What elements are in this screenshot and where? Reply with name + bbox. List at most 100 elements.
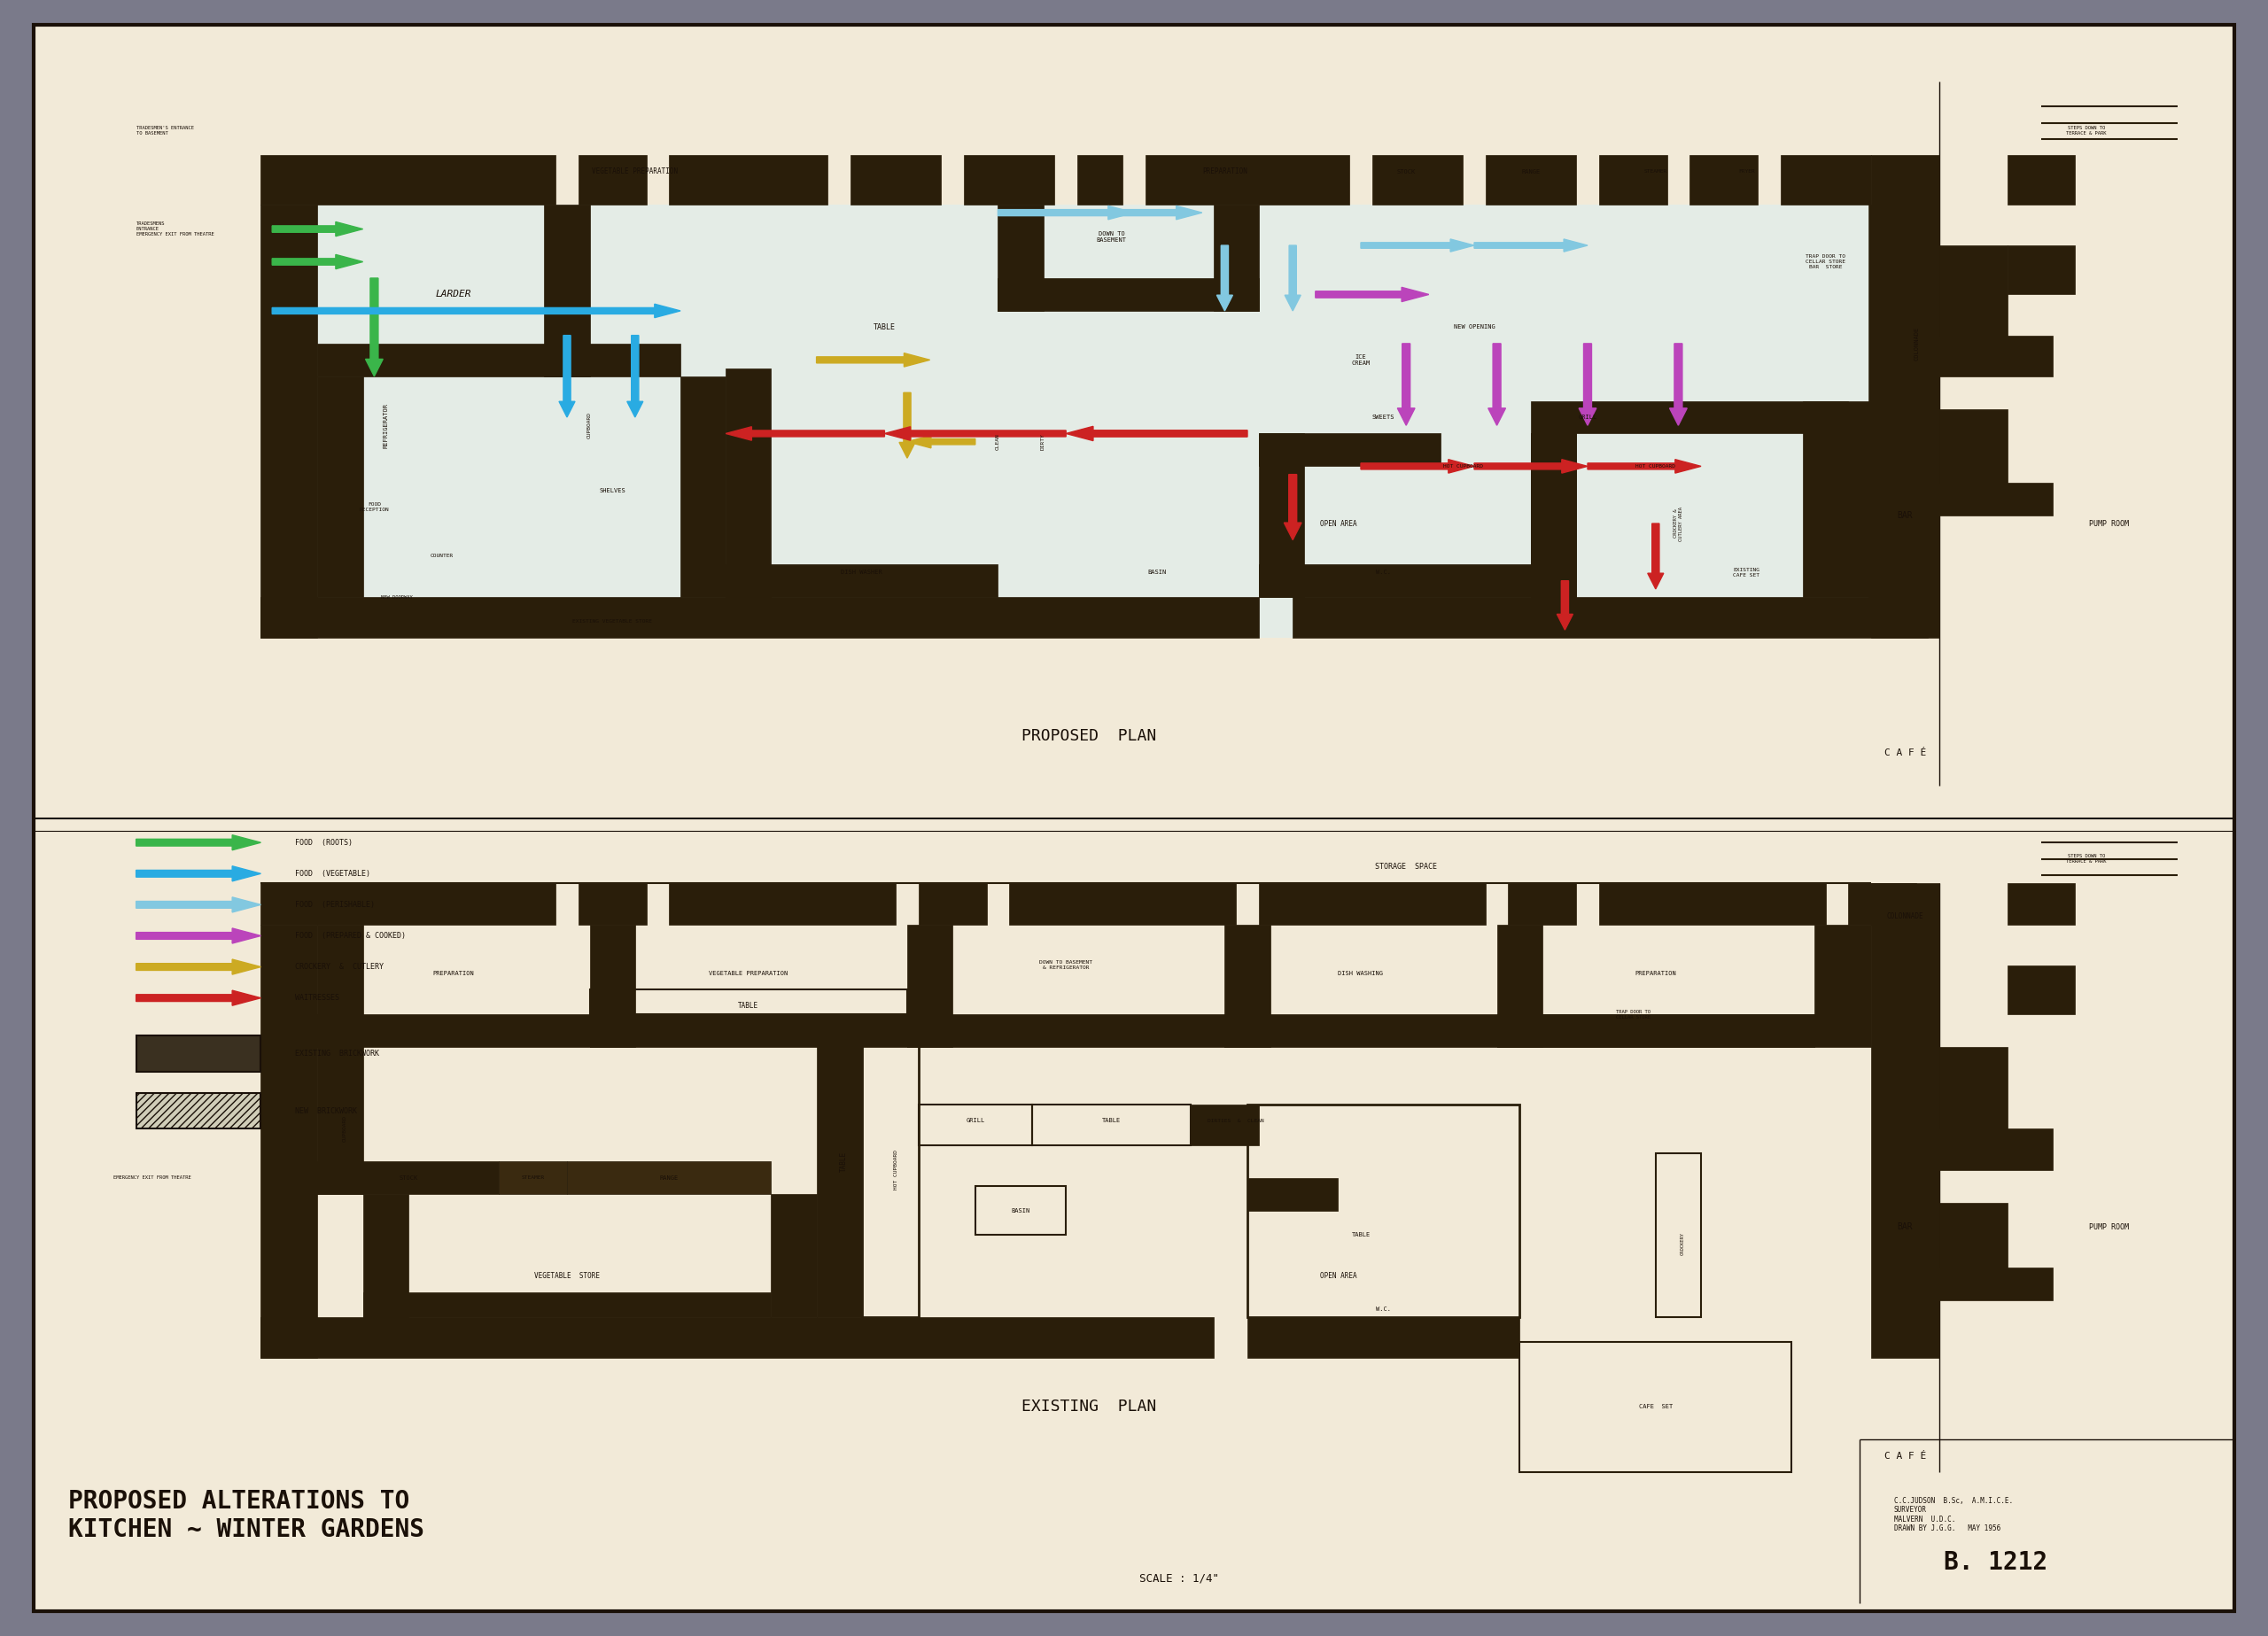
Bar [318, 344, 680, 376]
Bar [1497, 924, 1542, 1047]
Bar [1225, 924, 1270, 1047]
Bar [1259, 564, 1531, 597]
FancyArrow shape [558, 335, 576, 417]
FancyArrow shape [136, 865, 261, 882]
Text: CUPBOARD: CUPBOARD [342, 1116, 347, 1142]
FancyArrow shape [136, 928, 261, 944]
FancyArrow shape [136, 959, 261, 975]
Text: TRADESMENS
ENTRANCE
EMERGENCY EXIT FROM THEATRE: TRADESMENS ENTRANCE EMERGENCY EXIT FROM … [136, 222, 213, 236]
Bar [1191, 1104, 1259, 1145]
FancyArrow shape [1315, 288, 1429, 301]
Bar [669, 155, 828, 204]
Bar [771, 1194, 816, 1317]
FancyArrow shape [1066, 427, 1247, 440]
Text: PUMP ROOM: PUMP ROOM [2089, 520, 2130, 527]
FancyArrow shape [726, 427, 885, 440]
Bar [567, 1162, 771, 1194]
Text: COLONNADE: COLONNADE [1887, 913, 1923, 919]
Bar [590, 990, 907, 1014]
FancyArrow shape [1647, 524, 1665, 589]
Bar [1293, 597, 1928, 638]
Bar [1894, 1268, 2053, 1301]
Text: FRYER: FRYER [1737, 170, 1755, 173]
Text: TRAP DOOR TO
CELLAR STORE: TRAP DOOR TO CELLAR STORE [1615, 1009, 1651, 1019]
Text: PREPARATION: PREPARATION [433, 970, 474, 977]
Text: DOWN TO BASEMENT
& REFRIGERATOR: DOWN TO BASEMENT & REFRIGERATOR [1039, 960, 1093, 970]
FancyArrow shape [1474, 460, 1588, 473]
Bar [261, 597, 1259, 638]
Text: SCALE : 1/4": SCALE : 1/4" [1139, 1572, 1220, 1585]
Bar [1894, 335, 2053, 376]
Text: REFRIGERATOR: REFRIGERATOR [383, 402, 388, 448]
Bar [261, 924, 318, 1358]
Bar [998, 204, 1043, 311]
Text: STEAMER: STEAMER [522, 1176, 544, 1180]
FancyArrow shape [272, 255, 363, 268]
Text: FOOD  (PERISHABLE): FOOD (PERISHABLE) [295, 901, 374, 908]
Text: TRAP DOOR TO
CELLAR STORE
BAR  STORE: TRAP DOOR TO CELLAR STORE BAR STORE [1805, 255, 1846, 268]
Bar [1871, 883, 1939, 1358]
Text: NEW OPENING: NEW OPENING [1454, 324, 1495, 330]
Text: C A F É: C A F É [1885, 1451, 1926, 1461]
Bar [1803, 401, 1871, 597]
FancyArrow shape [1579, 344, 1597, 425]
Bar [318, 1162, 499, 1194]
Text: PROPOSED ALTERATIONS TO
KITCHEN ~ WINTER GARDENS: PROPOSED ALTERATIONS TO KITCHEN ~ WINTER… [68, 1489, 424, 1543]
Bar [2007, 965, 2075, 1014]
Bar [862, 1022, 919, 1317]
FancyArrow shape [136, 897, 261, 913]
Bar [1145, 155, 1349, 204]
Bar [2007, 155, 2075, 204]
Bar [1259, 434, 1440, 466]
Text: C.C.JUDSON  B.Sc,  A.M.I.C.E.
SURVEYOR
MALVERN  U.D.C.
DRAWN BY J.G.G.   MAY 195: C.C.JUDSON B.Sc, A.M.I.C.E. SURVEYOR MAL… [1894, 1497, 2012, 1533]
Bar [1531, 434, 1576, 597]
FancyArrow shape [1556, 581, 1574, 630]
Bar [975, 1186, 1066, 1235]
Text: CLEAN: CLEAN [996, 434, 1000, 450]
Bar [1690, 155, 1758, 204]
Text: DISH WASHING: DISH WASHING [1338, 970, 1383, 977]
Bar [919, 1104, 1032, 1145]
Bar [816, 1022, 862, 1317]
Text: GRILL: GRILL [966, 1117, 984, 1124]
Text: RANGE: RANGE [1522, 169, 1540, 175]
Text: VEGETABLE PREPARATION: VEGETABLE PREPARATION [592, 169, 678, 175]
Text: TABLE: TABLE [737, 1003, 760, 1009]
Bar [1531, 434, 1576, 597]
Text: CROCKERY &
CUTLERY AREA: CROCKERY & CUTLERY AREA [1674, 506, 1683, 542]
Bar [578, 883, 646, 924]
Bar [1372, 155, 1463, 204]
Bar [136, 1093, 261, 1129]
Text: FOOD  (PREPARED & COOKED): FOOD (PREPARED & COOKED) [295, 933, 406, 939]
Text: STOCK: STOCK [399, 1175, 417, 1181]
Text: VEGETABLE  STORE: VEGETABLE STORE [535, 1273, 599, 1279]
FancyArrow shape [998, 206, 1134, 219]
Bar [590, 924, 635, 1047]
Text: HOT CUPBOARD: HOT CUPBOARD [894, 1150, 898, 1189]
FancyArrow shape [1284, 245, 1302, 311]
Bar [964, 155, 1055, 204]
FancyArrow shape [1216, 245, 1234, 311]
Bar [1848, 883, 1916, 924]
Bar [261, 1317, 1213, 1358]
Text: BAR: BAR [1898, 510, 1912, 520]
Text: SHELVES: SHELVES [599, 488, 626, 494]
Bar [544, 204, 590, 376]
FancyArrow shape [898, 393, 916, 458]
FancyArrow shape [365, 278, 383, 376]
Bar [363, 1292, 771, 1317]
Bar [726, 368, 771, 597]
Text: PREPARATION: PREPARATION [1635, 970, 1676, 977]
Text: TRADESMEN'S ENTRANCE
TO BASEMENT: TRADESMEN'S ENTRANCE TO BASEMENT [136, 126, 193, 136]
Bar [1894, 483, 2053, 515]
Text: DOWN TO
BASEMENT: DOWN TO BASEMENT [1095, 231, 1127, 244]
Bar [1871, 155, 1939, 638]
Text: GRILL: GRILL [1579, 414, 1597, 420]
Bar [1213, 204, 1259, 311]
Text: C A F É: C A F É [1885, 748, 1926, 757]
Bar [1077, 155, 1123, 204]
Text: PROPOSED  PLAN: PROPOSED PLAN [1021, 728, 1157, 744]
Bar [1780, 155, 1871, 204]
Bar [907, 924, 953, 1047]
Text: VEGETABLE PREPARATION: VEGETABLE PREPARATION [710, 970, 787, 977]
